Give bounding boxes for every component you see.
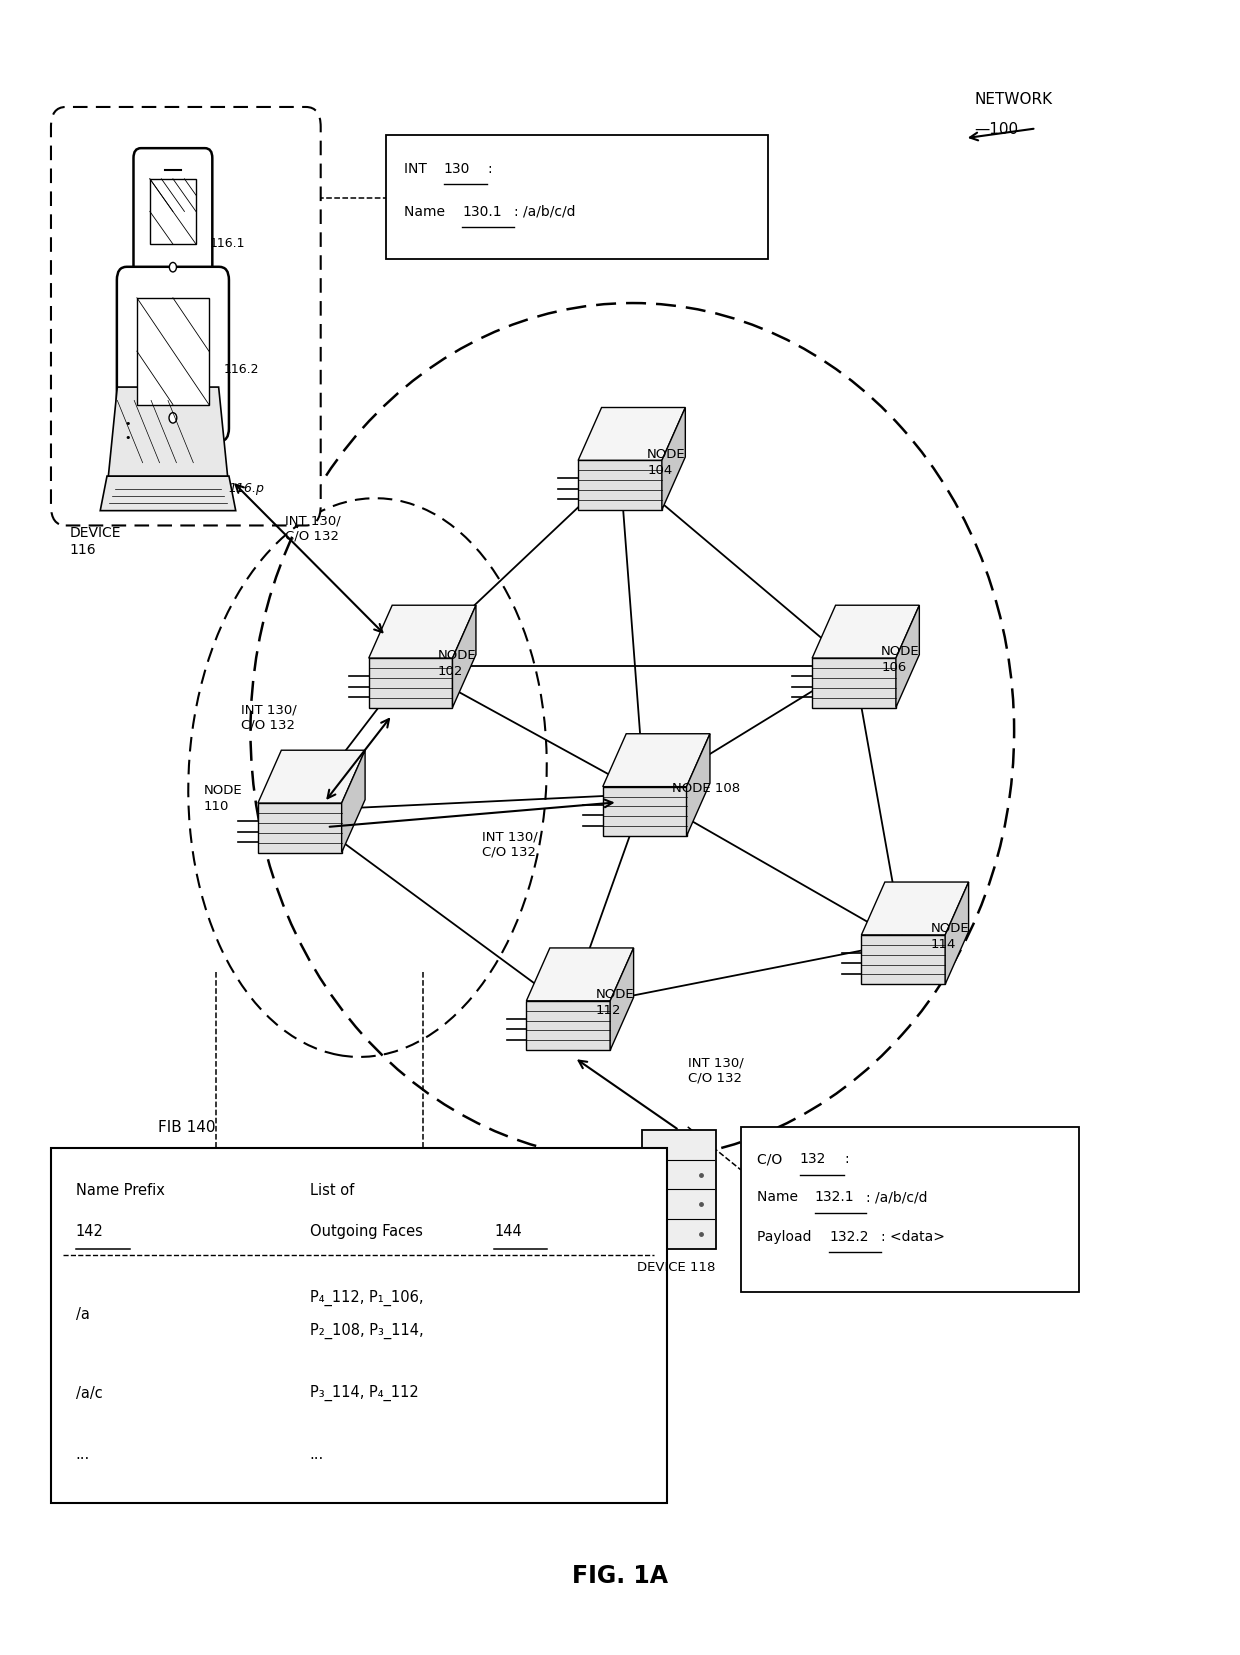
FancyBboxPatch shape <box>51 1149 667 1503</box>
Text: INT 130/
C/O 132: INT 130/ C/O 132 <box>482 829 538 857</box>
Text: INT: INT <box>404 162 432 175</box>
Polygon shape <box>812 606 919 659</box>
Text: FIB 140: FIB 140 <box>159 1120 216 1135</box>
Text: NETWORK: NETWORK <box>975 93 1053 108</box>
Text: NODE
102: NODE 102 <box>438 649 476 677</box>
Bar <box>642 1130 715 1250</box>
FancyBboxPatch shape <box>117 268 229 442</box>
Text: 142: 142 <box>76 1223 103 1238</box>
Text: ...: ... <box>310 1446 324 1461</box>
Polygon shape <box>100 477 236 511</box>
Text: 130: 130 <box>444 162 470 175</box>
Text: •: • <box>124 432 130 442</box>
Polygon shape <box>603 788 687 836</box>
Text: : <data>: : <data> <box>882 1230 945 1243</box>
Polygon shape <box>578 462 662 510</box>
Bar <box>136 298 208 405</box>
Text: : /a/b/c/d: : /a/b/c/d <box>867 1190 928 1203</box>
Text: NODE
114: NODE 114 <box>930 922 968 950</box>
Text: P₃_114, P₄_112: P₃_114, P₄_112 <box>310 1384 418 1400</box>
FancyBboxPatch shape <box>134 149 212 288</box>
Polygon shape <box>527 948 634 1001</box>
Text: Payload: Payload <box>756 1230 816 1243</box>
Text: 132.1: 132.1 <box>815 1190 854 1203</box>
Text: NODE
112: NODE 112 <box>595 988 634 1016</box>
Polygon shape <box>258 751 365 804</box>
Polygon shape <box>342 751 365 852</box>
Text: DEVICE
116: DEVICE 116 <box>69 526 122 556</box>
Polygon shape <box>603 735 711 788</box>
Polygon shape <box>895 606 919 708</box>
Polygon shape <box>368 606 476 659</box>
Text: List of: List of <box>310 1182 353 1197</box>
Text: •: • <box>124 419 130 429</box>
Polygon shape <box>453 606 476 708</box>
Text: 116.1: 116.1 <box>210 237 246 250</box>
Text: FIG. 1A: FIG. 1A <box>572 1562 668 1587</box>
FancyBboxPatch shape <box>386 136 768 260</box>
Text: : /a/b/c/d: : /a/b/c/d <box>515 205 575 218</box>
Polygon shape <box>368 659 453 708</box>
Text: Name: Name <box>404 205 450 218</box>
Text: 116.p: 116.p <box>228 482 264 495</box>
Text: C/O: C/O <box>756 1152 786 1165</box>
Polygon shape <box>862 882 968 935</box>
Polygon shape <box>662 409 686 510</box>
Polygon shape <box>610 948 634 1051</box>
FancyBboxPatch shape <box>740 1127 1079 1293</box>
Text: 130.1: 130.1 <box>463 205 502 218</box>
Circle shape <box>169 414 177 424</box>
Text: DEVICE 118: DEVICE 118 <box>637 1261 715 1274</box>
Text: INT 130/
C/O 132: INT 130/ C/O 132 <box>241 703 296 732</box>
Text: 132: 132 <box>800 1152 826 1165</box>
Text: NODE
106: NODE 106 <box>882 645 920 674</box>
Circle shape <box>170 263 176 273</box>
Text: INT 130/
C/O 132: INT 130/ C/O 132 <box>285 513 341 541</box>
Text: P₂_108, P₃_114,: P₂_108, P₃_114, <box>310 1322 423 1337</box>
Text: INT 130/
C/O 132: INT 130/ C/O 132 <box>688 1056 744 1084</box>
Text: :: : <box>487 162 491 175</box>
Text: /a/c: /a/c <box>76 1385 103 1400</box>
Polygon shape <box>812 659 895 708</box>
Polygon shape <box>687 735 711 836</box>
Bar <box>150 180 196 245</box>
Text: P₄_112, P₁_106,: P₄_112, P₁_106, <box>310 1289 423 1304</box>
Polygon shape <box>527 1001 610 1051</box>
Text: NODE
104: NODE 104 <box>647 447 686 477</box>
Polygon shape <box>862 935 945 985</box>
Text: 116.2: 116.2 <box>223 362 259 376</box>
Text: NODE
110: NODE 110 <box>203 783 242 813</box>
Text: NODE 108: NODE 108 <box>672 781 740 794</box>
Text: ...: ... <box>76 1446 89 1461</box>
Text: /a: /a <box>76 1306 89 1321</box>
Text: 132.2: 132.2 <box>830 1230 869 1243</box>
Text: Outgoing Faces: Outgoing Faces <box>310 1223 427 1238</box>
Polygon shape <box>258 804 342 852</box>
Text: :: : <box>844 1152 849 1165</box>
FancyBboxPatch shape <box>51 108 321 526</box>
Polygon shape <box>578 409 686 462</box>
Text: —100: —100 <box>975 122 1019 137</box>
Text: 144: 144 <box>495 1223 522 1238</box>
Polygon shape <box>945 882 968 985</box>
Text: Name Prefix: Name Prefix <box>76 1182 165 1197</box>
Polygon shape <box>108 387 228 477</box>
Text: Name: Name <box>756 1190 802 1203</box>
